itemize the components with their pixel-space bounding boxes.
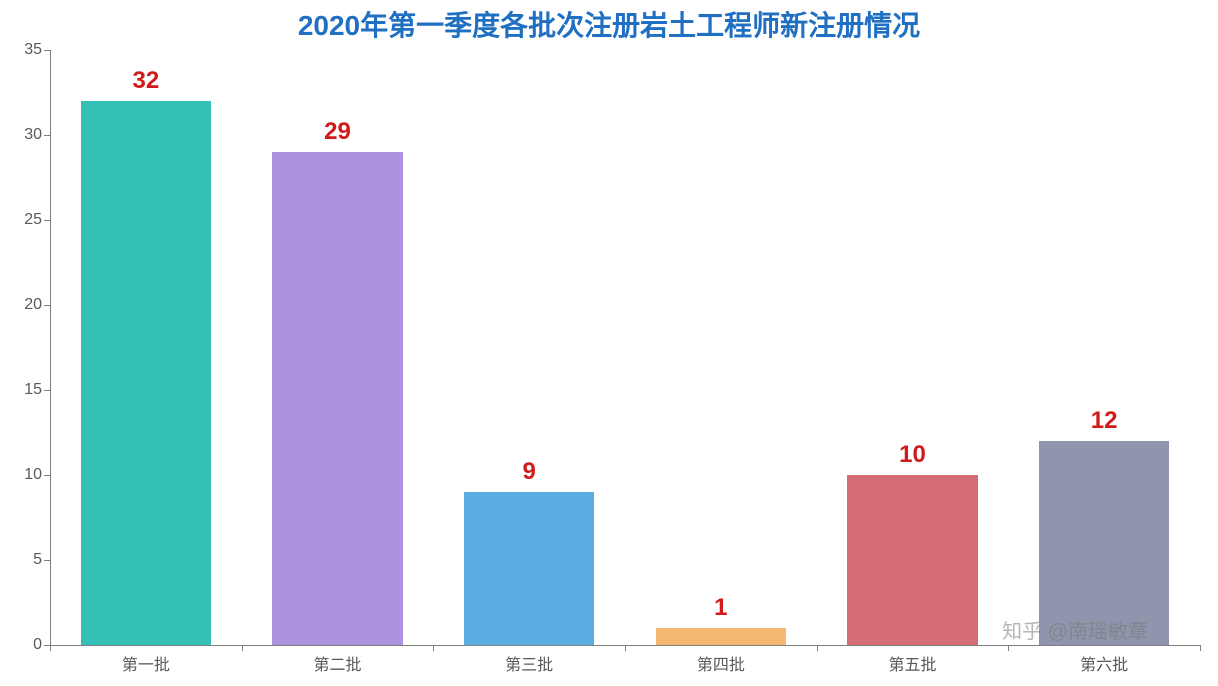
watermark-text: 知乎 @南瑶敏章 [1002, 615, 1148, 644]
bar [656, 628, 786, 645]
x-tick-label: 第一批 [122, 651, 170, 675]
y-tick-mark [44, 50, 50, 51]
y-tick-label: 20 [24, 296, 42, 314]
bar-value-label: 9 [522, 458, 535, 486]
y-tick-mark [44, 390, 50, 391]
y-tick-mark [44, 560, 50, 561]
bar-value-label: 10 [899, 441, 926, 469]
y-tick-label: 10 [24, 466, 42, 484]
x-tick-label: 第三批 [505, 651, 553, 675]
bar-value-label: 29 [324, 118, 351, 146]
x-tick-label: 第五批 [888, 651, 936, 675]
bar-value-label: 32 [132, 67, 159, 95]
bar-value-label: 1 [714, 594, 727, 622]
x-tick-mark [50, 645, 51, 651]
x-tick-mark [1200, 645, 1201, 651]
y-tick-label: 15 [24, 381, 42, 399]
y-tick-mark [44, 135, 50, 136]
bar [272, 152, 402, 645]
bar [847, 475, 977, 645]
y-tick-label: 30 [24, 126, 42, 144]
x-tick-mark [242, 645, 243, 651]
bar [81, 101, 211, 645]
y-tick-label: 5 [33, 551, 42, 569]
y-tick-mark [44, 220, 50, 221]
x-tick-label: 第四批 [697, 651, 745, 675]
y-tick-label: 25 [24, 211, 42, 229]
chart-title: 2020年第一季度各批次注册岩土工程师新注册情况 [0, 4, 1218, 44]
x-tick-mark [1008, 645, 1009, 651]
x-tick-label: 第六批 [1080, 651, 1128, 675]
x-tick-mark [817, 645, 818, 651]
y-axis-line [50, 50, 51, 645]
y-tick-label: 0 [33, 636, 42, 654]
y-tick-label: 35 [24, 41, 42, 59]
x-tick-mark [625, 645, 626, 651]
x-tick-label: 第二批 [313, 651, 361, 675]
y-tick-mark [44, 475, 50, 476]
plot-area: 05101520253035第一批32第二批29第三批9第四批1第五批10第六批… [50, 50, 1200, 645]
y-tick-mark [44, 305, 50, 306]
bar [464, 492, 594, 645]
x-tick-mark [433, 645, 434, 651]
bar-value-label: 12 [1091, 407, 1118, 435]
